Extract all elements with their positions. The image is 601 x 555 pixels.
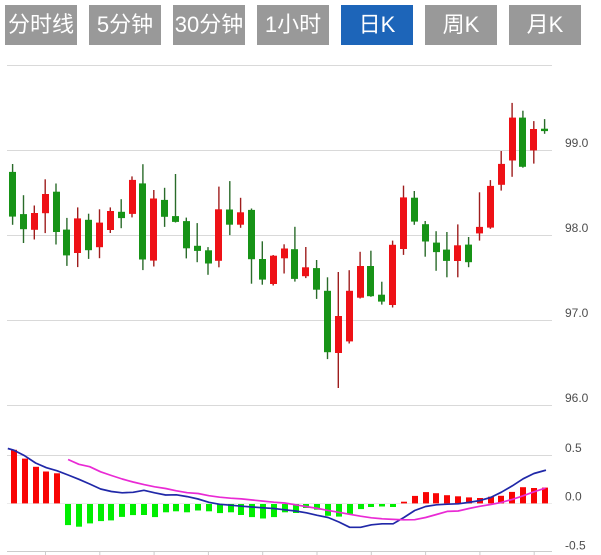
svg-text:-0.5: -0.5 [565,538,586,552]
svg-text:0.5: 0.5 [565,441,582,455]
svg-text:0.0: 0.0 [565,490,582,504]
svg-text:98.0: 98.0 [565,221,589,235]
svg-text:99.0: 99.0 [565,136,589,150]
svg-text:96.0: 96.0 [565,391,589,405]
svg-text:97.0: 97.0 [565,306,589,320]
